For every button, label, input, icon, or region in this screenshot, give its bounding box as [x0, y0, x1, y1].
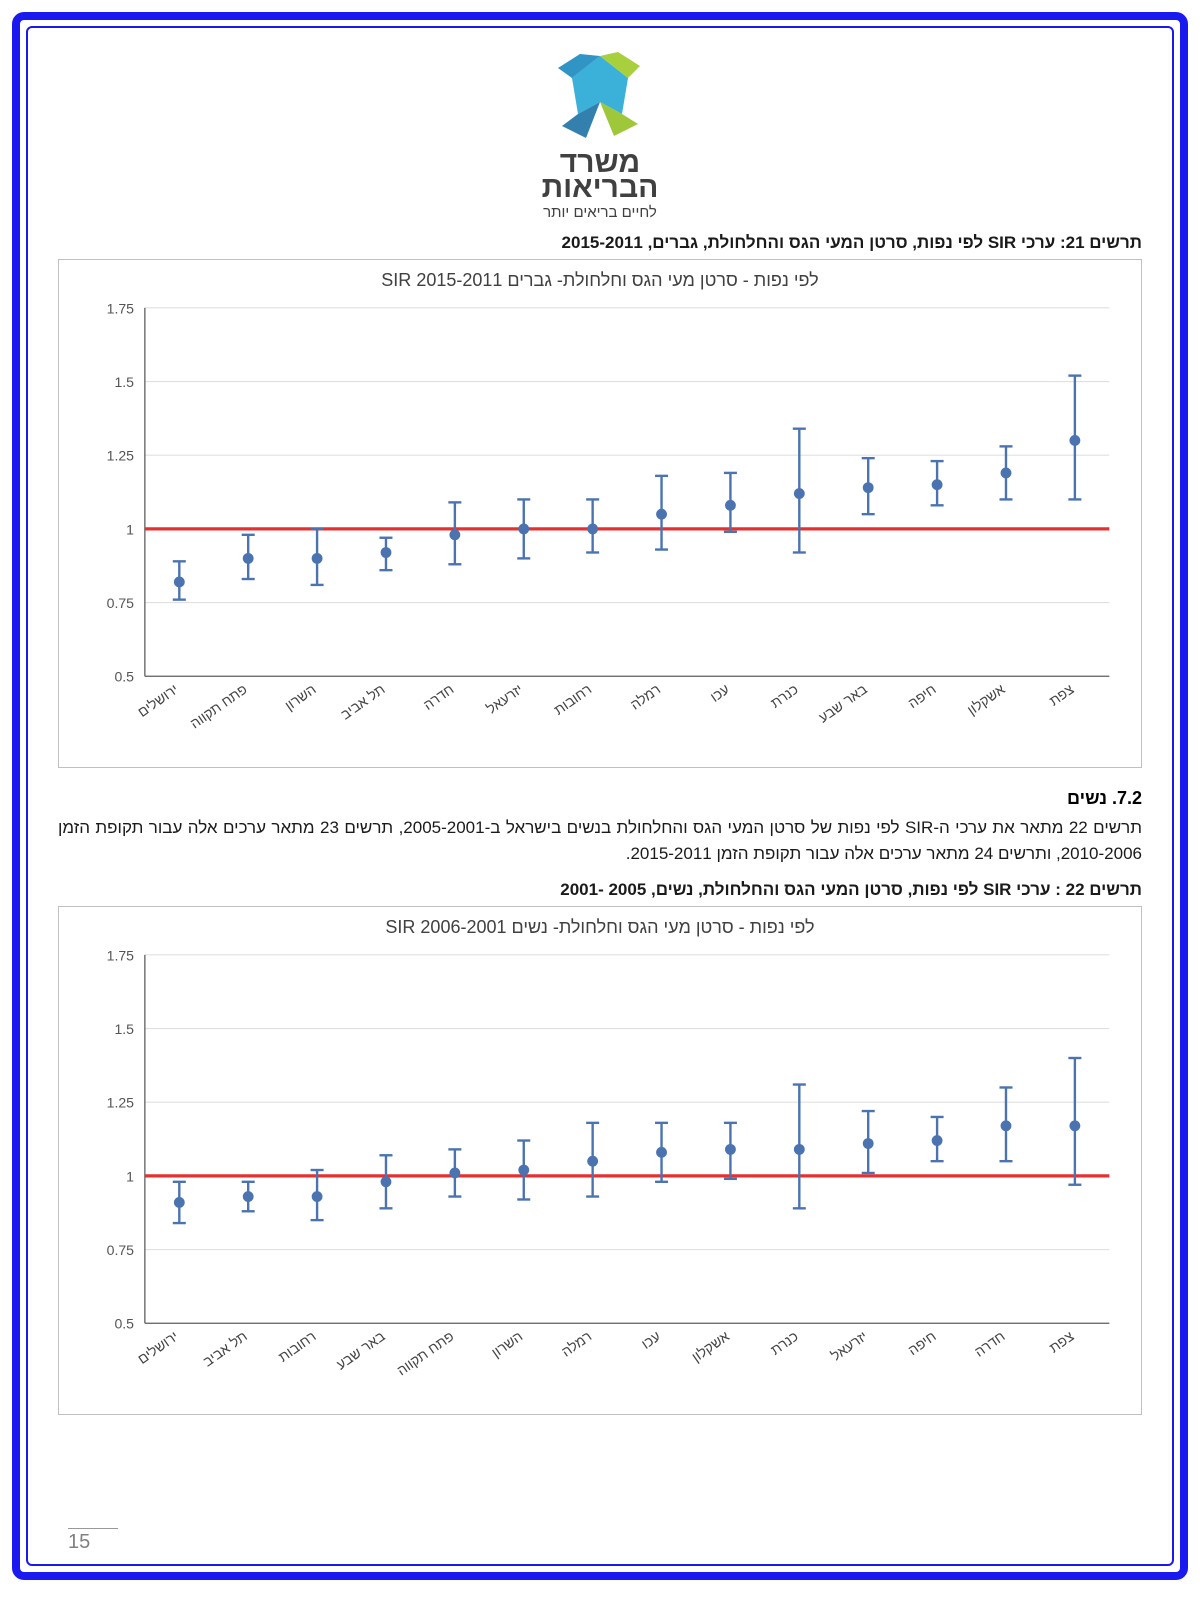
page-inner-border: משרד הבריאות לחיים בריאים יותר תרשים 21:… [26, 26, 1174, 1566]
svg-text:כנרת: כנרת [768, 681, 802, 711]
chart22-container: SIR לפי נפות - סרטן מעי הגס וחלחולת- נשי… [58, 906, 1142, 1415]
svg-text:רמלה: רמלה [627, 681, 663, 713]
svg-text:0.75: 0.75 [107, 1242, 135, 1258]
chart22-caption: תרשים 22 : ערכי SIR לפי נפות, סרטן המעי … [58, 880, 1142, 900]
svg-text:1.25: 1.25 [107, 448, 135, 464]
logo-block: משרד הבריאות לחיים בריאים יותר [58, 48, 1142, 221]
svg-text:1.75: 1.75 [107, 300, 135, 316]
logo-star-icon [540, 48, 660, 148]
svg-text:0.5: 0.5 [114, 669, 134, 685]
svg-text:חדרה: חדרה [420, 681, 456, 713]
page-number: 15 [68, 1531, 118, 1554]
svg-text:רחובות: רחובות [275, 1328, 318, 1365]
svg-text:1.25: 1.25 [107, 1094, 135, 1110]
svg-text:ירושלים: ירושלים [135, 681, 181, 720]
svg-text:עכו: עכו [638, 1328, 663, 1352]
section-7-2-head: 7.2. נשים [58, 788, 1142, 809]
svg-text:באר שבע: באר שבע [815, 681, 869, 726]
svg-text:פתח תקווה: פתח תקווה [187, 681, 250, 732]
chart21-svg: 0.5 0.75 1 1.25 1.5 1.75 ירושליםפתח תקווה השרון… [69, 297, 1131, 752]
svg-text:פתח תקווה: פתח תקווה [394, 1328, 457, 1379]
chart22-title: SIR לפי נפות - סרטן מעי הגס וחלחולת- נשי… [69, 917, 1131, 938]
svg-text:חיפה: חיפה [905, 681, 939, 711]
svg-text:תל אביב: תל אביב [338, 681, 388, 723]
svg-text:כנרת: כנרת [768, 1328, 802, 1358]
svg-text:יזרעאל: יזרעאל [484, 681, 526, 717]
svg-text:יזרעאל: יזרעאל [828, 1328, 870, 1364]
svg-text:חדרה: חדרה [971, 1328, 1007, 1360]
svg-text:ירושלים: ירושלים [135, 1328, 181, 1367]
svg-text:אשקלון: אשקלון [689, 1328, 733, 1365]
chart22-svg: 0.5 0.75 1 1.25 1.5 1.75 ירושלים תל אביב רחובות ב… [69, 944, 1131, 1399]
logo-tagline: לחיים בריאים יותר [58, 204, 1142, 221]
svg-text:צפת: צפת [1046, 1327, 1077, 1355]
svg-text:1: 1 [126, 1168, 134, 1184]
svg-text:עכו: עכו [707, 681, 732, 705]
svg-text:1.75: 1.75 [107, 947, 135, 963]
svg-text:1.5: 1.5 [114, 374, 134, 390]
page-outer-border: משרד הבריאות לחיים בריאים יותר תרשים 21:… [12, 12, 1188, 1580]
svg-text:השרון: השרון [488, 1328, 525, 1361]
svg-text:אשקלון: אשקלון [964, 681, 1008, 718]
chart21-title: SIR לפי נפות - סרטן מעי הגס וחלחולת- גבר… [69, 270, 1131, 291]
svg-text:השרון: השרון [282, 681, 319, 714]
svg-text:1.5: 1.5 [114, 1021, 134, 1037]
svg-text:0.5: 0.5 [114, 1316, 134, 1332]
section-7-2-body: תרשים 22 מתאר את ערכי ה-SIR לפי נפות של … [58, 815, 1142, 868]
chart21-container: SIR לפי נפות - סרטן מעי הגס וחלחולת- גבר… [58, 259, 1142, 768]
svg-text:צפת: צפת [1046, 681, 1077, 709]
svg-text:רחובות: רחובות [551, 681, 594, 718]
svg-text:חיפה: חיפה [905, 1328, 939, 1358]
logo-line2: הבריאות [58, 174, 1142, 203]
svg-text:1: 1 [126, 521, 134, 537]
page-number-block: 15 [68, 1528, 118, 1554]
svg-text:באר שבע: באר שבע [333, 1328, 387, 1373]
chart21-caption: תרשים 21: ערכי SIR לפי נפות, סרטן המעי ה… [58, 233, 1142, 253]
svg-text:רמלה: רמלה [558, 1328, 594, 1360]
svg-text:תל אביב: תל אביב [200, 1328, 250, 1370]
svg-text:0.75: 0.75 [107, 595, 135, 611]
